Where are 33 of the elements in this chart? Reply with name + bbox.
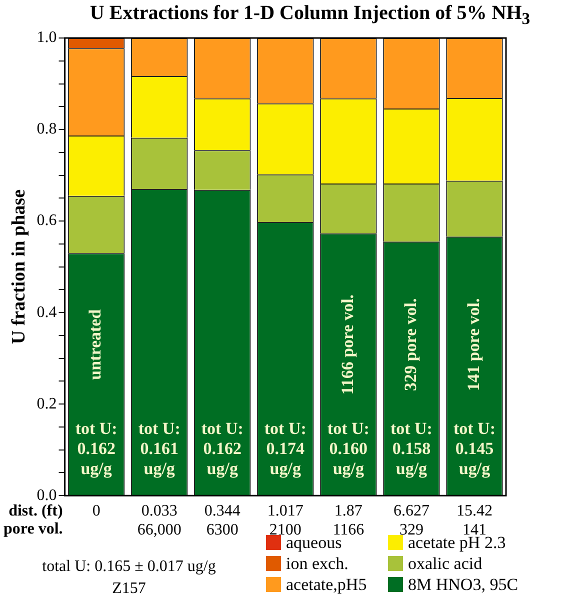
annotation: tot U: 0.162 ug/g bbox=[201, 419, 244, 478]
text: Z157 bbox=[111, 579, 147, 599]
chart-title: U Extractions for 1-D Column Injection of 5% NH$_{3}$ bbox=[88, 2, 532, 29]
y-tick-label: 1.0 bbox=[36, 29, 57, 46]
y-axis-title: U fraction in phase bbox=[8, 189, 30, 344]
y-tick-label: 0.0 bbox=[36, 486, 57, 504]
x-tick-label: 0 bbox=[92, 502, 100, 520]
legend-label: 8M HNO3, 95C bbox=[408, 574, 518, 594]
annotation: tot U: 0.160 ug/g bbox=[327, 419, 370, 478]
x-tick-label: 1.87 1166 bbox=[332, 502, 364, 539]
x-tick-label: 0.344 6300 bbox=[204, 502, 240, 539]
annotation: tot U: 0.145 ug/g bbox=[453, 419, 496, 478]
annotation: untreated bbox=[86, 308, 105, 380]
legend-label: oxalic acid bbox=[408, 554, 482, 574]
annotation: 141 pore vol. bbox=[464, 298, 483, 391]
y-tick-label: 0.4 bbox=[36, 304, 57, 321]
annotation: 329 pore vol. bbox=[400, 298, 420, 391]
y-tick-label: 0.8 bbox=[36, 120, 57, 138]
y-tick-label: 0.6 bbox=[36, 212, 57, 230]
text: pore vol. bbox=[4, 520, 63, 538]
annotation: tot U: 0.174 ug/g bbox=[264, 419, 306, 478]
annotation: 1166 pore vol. bbox=[338, 294, 357, 395]
y-tick-label: 0.2 bbox=[36, 395, 57, 412]
x-tick-label: 6.627 329 bbox=[393, 502, 430, 539]
text: total U: 0.165 ± 0.017 ug/g bbox=[41, 557, 217, 577]
annotation: tot U: 0.158 ug/g bbox=[390, 419, 432, 478]
x-tick-label: 1.017 2100 bbox=[267, 502, 304, 539]
x-tick-label: 0.033 66,000 bbox=[137, 502, 182, 539]
annotation: tot U: 0.161 ug/g bbox=[138, 419, 180, 478]
legend-label: acetate,pH5 bbox=[286, 574, 367, 594]
text: dist. (ft) bbox=[8, 502, 63, 520]
annotation: tot U: 0.162 ug/g bbox=[75, 419, 118, 478]
legend-label: ion exch. bbox=[286, 554, 348, 574]
